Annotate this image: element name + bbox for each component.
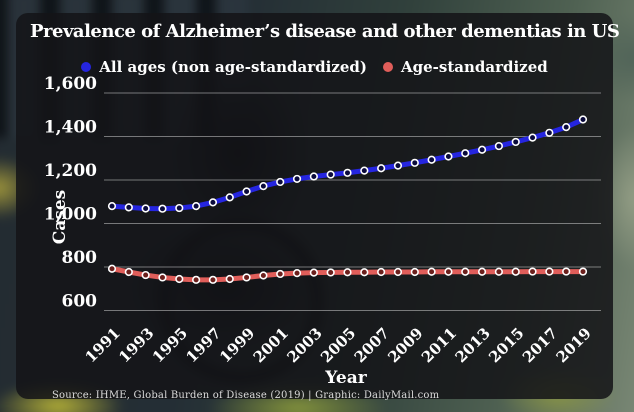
x-axis-title: Year xyxy=(325,368,367,388)
legend-item-age-standardized: Age-standardized xyxy=(382,58,548,76)
y-axis-title: Cases xyxy=(50,189,70,245)
legend-label-age-standardized: Age-standardized xyxy=(400,58,548,76)
legend-item-all-ages: All ages (non age-standardized) xyxy=(81,58,367,76)
legend-marker-icon xyxy=(382,62,393,72)
chart-panel: Prevalence of Alzheimer’s disease and ot… xyxy=(16,13,620,401)
chart-legend: All ages (non age-standardized) Age-stan… xyxy=(16,58,613,76)
legend-label-all-ages: All ages (non age-standardized) xyxy=(99,58,367,76)
source-credit: Source: IHME, Global Burden of Disease (… xyxy=(52,390,440,401)
legend-marker-icon xyxy=(81,62,92,72)
chart-title: Prevalence of Alzheimer’s disease and ot… xyxy=(30,21,620,42)
